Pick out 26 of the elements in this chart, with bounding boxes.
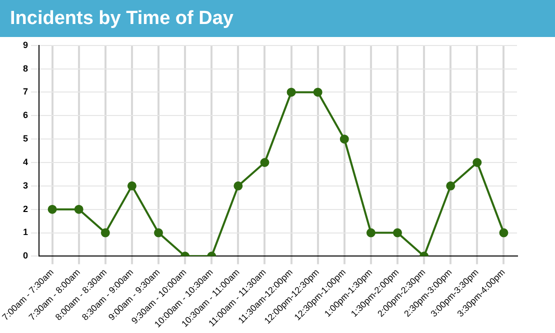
y-tick-label: 8: [22, 63, 28, 74]
point: [286, 88, 296, 97]
point: [154, 228, 164, 238]
point: [74, 204, 84, 214]
point: [48, 204, 57, 214]
point: [366, 228, 376, 238]
y-tick-label: 2: [22, 204, 28, 214]
point: [393, 228, 402, 238]
point: [472, 158, 482, 167]
y-tick-label: 4: [22, 156, 28, 167]
y-tick-label: 0: [22, 250, 28, 261]
point: [260, 158, 270, 167]
point: [499, 228, 508, 238]
point: [313, 88, 322, 97]
point: [340, 134, 349, 144]
y-tick-label: 3: [22, 180, 28, 190]
y-tick-label: 1: [22, 227, 28, 238]
chart-title: Incidents by Time of Day: [0, 0, 555, 37]
y-tick-label: 6: [22, 110, 28, 120]
point: [234, 181, 243, 190]
y-tick-label: 5: [22, 134, 28, 144]
point: [100, 228, 110, 238]
point: [127, 181, 136, 190]
point: [446, 181, 456, 190]
y-tick-label: 7: [22, 86, 28, 97]
y-tick-label: 9: [22, 40, 28, 50]
